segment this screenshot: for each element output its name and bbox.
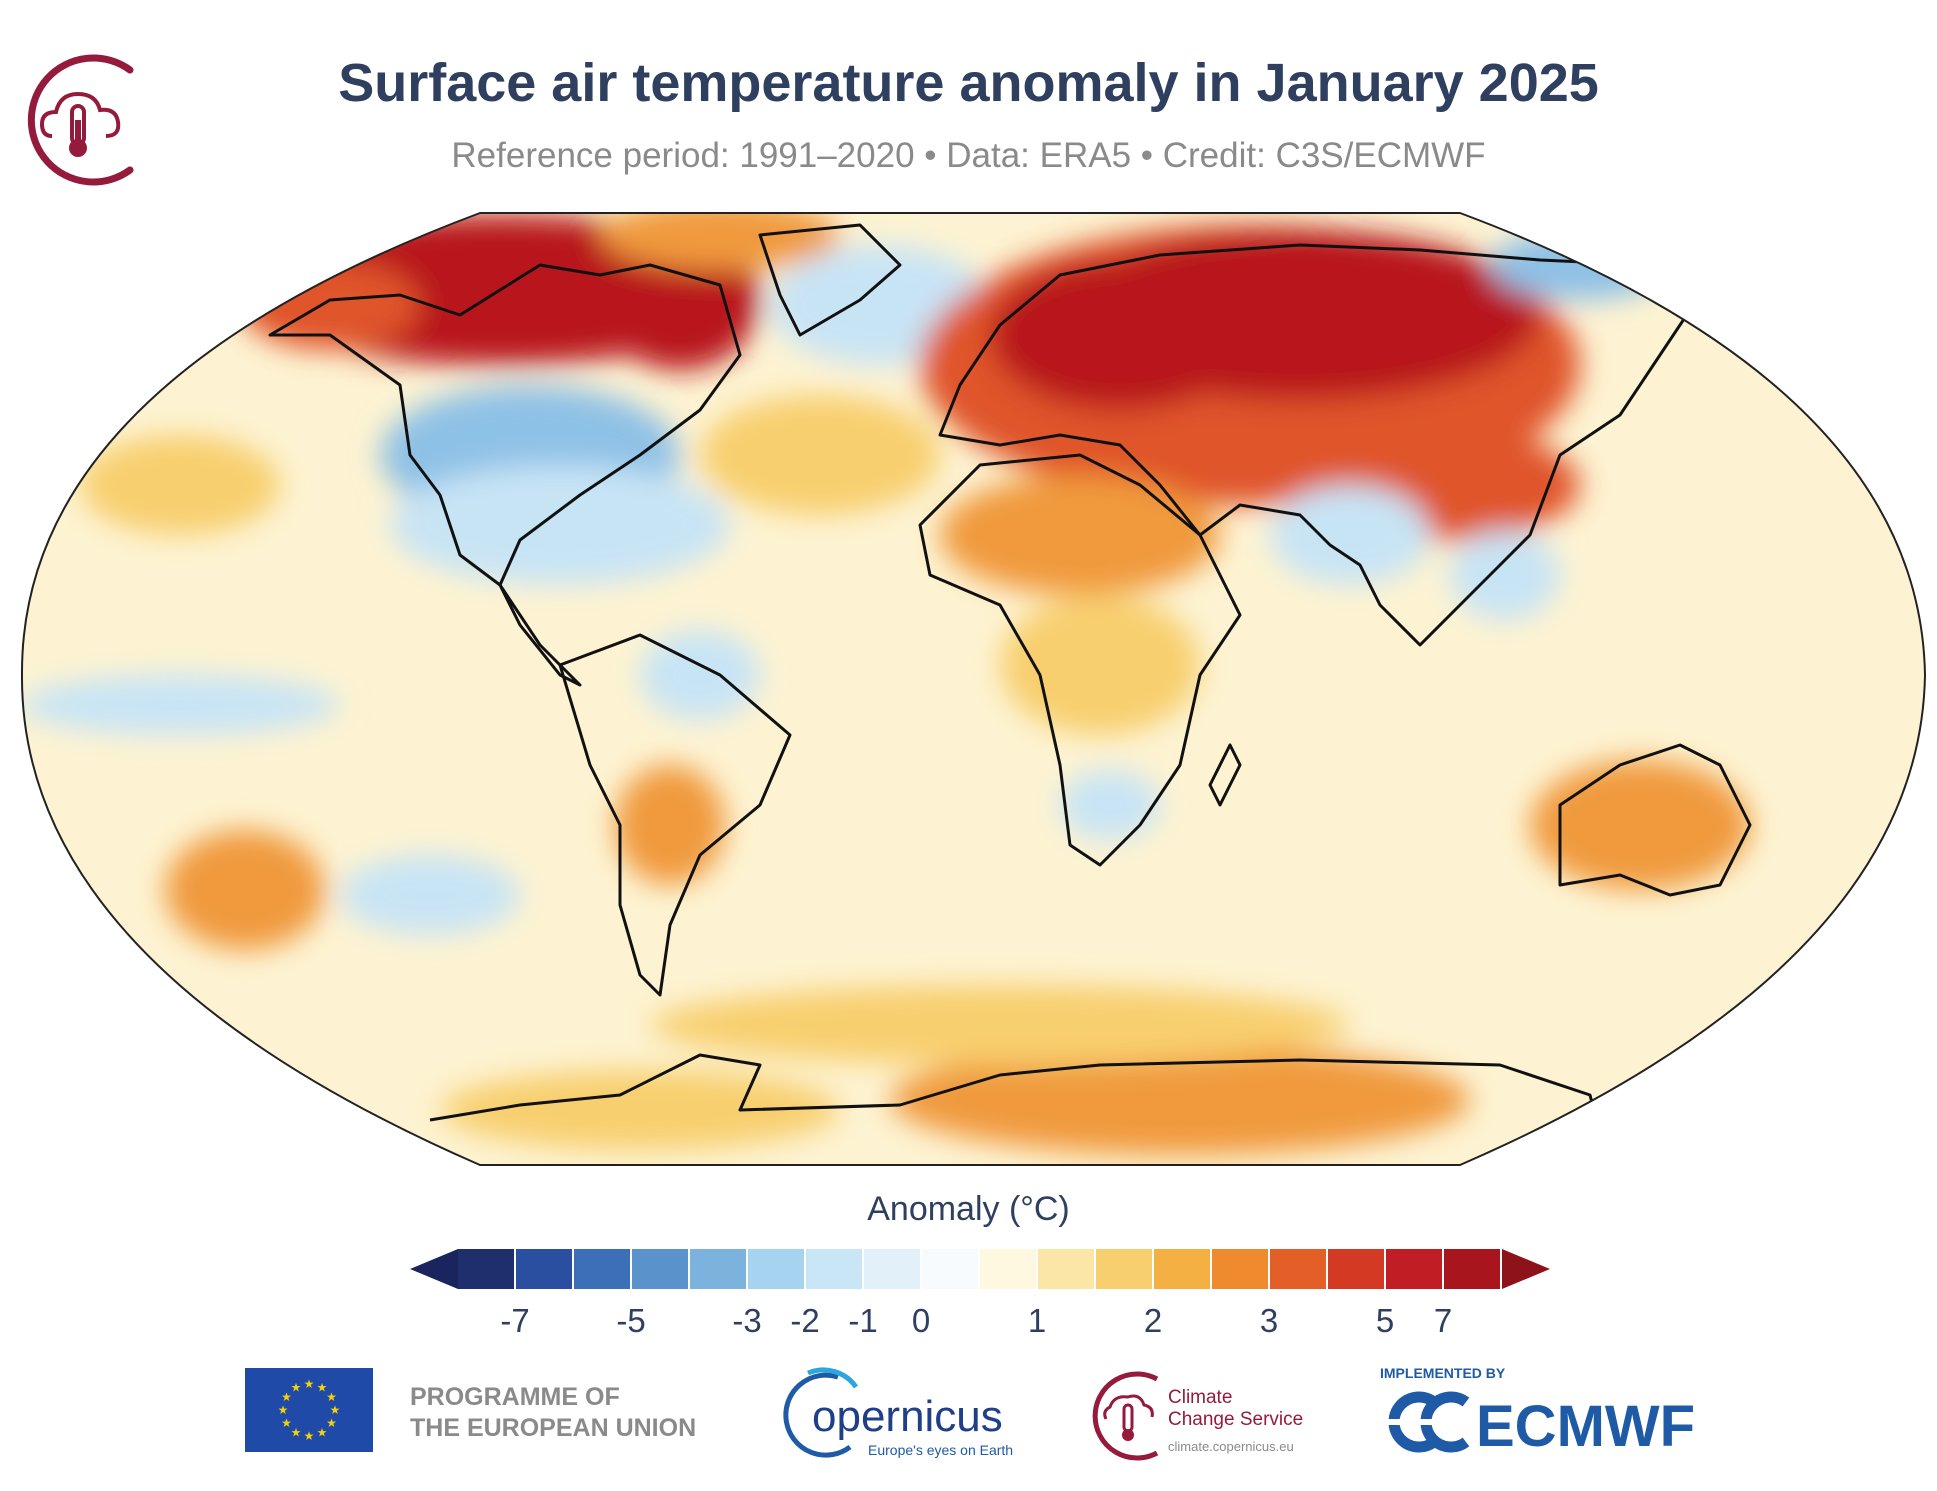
copernicus-tagline: Europe's eyes on Earth [868, 1442, 1013, 1458]
eu-flag-logo: ★★★★★★★★★ ★ ★★ [245, 1368, 373, 1452]
anomaly-mid-atlantic-warm [700, 395, 940, 515]
colorbar-cell [1096, 1249, 1152, 1289]
colorbar-cell [922, 1249, 978, 1289]
anomaly-sahara-warm [940, 475, 1220, 595]
tick-label: 3 [1259, 1302, 1279, 1339]
coast-central-america [498, 583, 582, 687]
anomaly-east-siberia-cold [1490, 230, 1670, 300]
c3s-logo: Climate Change Service climate.copernicu… [1092, 1371, 1303, 1461]
tick-label: 7 [1433, 1302, 1453, 1339]
eu-star-icon: ★ [278, 1403, 289, 1417]
copernicus-wordmark: opernicus [812, 1392, 1003, 1441]
anomaly-equatorial-pacific-cool [21, 675, 340, 735]
c3s-url: climate.copernicus.eu [1168, 1439, 1294, 1454]
coast-australia [1558, 743, 1752, 897]
tick-label: -5 [616, 1302, 646, 1339]
legend-title: Anomaly (°C) [867, 1190, 1070, 1228]
c3s-thermometer-logo [27, 54, 134, 186]
map-subtitle: Reference period: 1991–2020 • Data: ERA5… [451, 136, 1486, 175]
coast-antarctica [429, 1053, 1602, 1136]
anomaly-argentina-warm [615, 765, 725, 885]
anomaly-russia-very-hot [990, 260, 1250, 410]
anomaly-pacific-cool [340, 855, 520, 935]
colorbar-high-arrow [1502, 1249, 1550, 1289]
eu-star-icon: ★ [317, 1380, 328, 1394]
colorbar-tick-labels: -7 -5 -3 -2 -1 0 1 2 3 5 7 [0, 1302, 1937, 1342]
eu-star-icon: ★ [326, 1416, 337, 1430]
eu-text-line-1: PROGRAMME OF [410, 1383, 620, 1411]
ecmwf-logo: IMPLEMENTED BY ECMWF [1380, 1365, 1695, 1459]
colorbar-cell [458, 1249, 514, 1289]
eu-star-icon: ★ [317, 1426, 328, 1440]
tick-label: -1 [848, 1302, 878, 1339]
eu-star-icon: ★ [330, 1403, 341, 1417]
coast-south-america [558, 633, 792, 997]
coast-north-america [268, 263, 742, 587]
eu-star-icon: ★ [304, 1429, 315, 1443]
c3s-line-1: Climate [1168, 1387, 1232, 1408]
eu-star-icon: ★ [281, 1390, 292, 1404]
map-title: Surface air temperature anomaly in Janua… [338, 53, 1599, 113]
tick-label: 0 [911, 1302, 931, 1339]
colorbar-cell [1444, 1249, 1500, 1289]
colorbar-cell [748, 1249, 804, 1289]
tick-label: 5 [1375, 1302, 1395, 1339]
coast-africa [918, 453, 1242, 867]
colorbar-cell [806, 1249, 862, 1289]
colorbar-cell [864, 1249, 920, 1289]
eu-text-line-2: THE EUROPEAN UNION [410, 1414, 697, 1442]
ecmwf-wordmark: ECMWF [1476, 1394, 1695, 1459]
anomaly-se-asia-cold [1450, 530, 1560, 620]
tick-label: -7 [500, 1302, 530, 1339]
colorbar-cell [1270, 1249, 1326, 1289]
colorbar-cell [516, 1249, 572, 1289]
anomaly-south-africa-cool [1060, 770, 1160, 840]
coast-madagascar [1208, 743, 1242, 807]
tick-label: 2 [1143, 1302, 1163, 1339]
anomaly-brazil-cool [640, 630, 760, 720]
anomaly-greenland-warm [600, 213, 840, 270]
tick-label: -2 [790, 1302, 820, 1339]
eu-star-icon: ★ [291, 1426, 302, 1440]
ecmwf-mark-icon [1384, 1391, 1470, 1453]
temperature-anomaly-map [20, 212, 1927, 1166]
colorbar-cell [690, 1249, 746, 1289]
anomaly-us-cool [390, 465, 730, 585]
anomaly-australia-warm [1530, 760, 1750, 890]
anomaly-india-cool [1270, 485, 1430, 585]
anomaly-central-africa-warm [1000, 595, 1200, 735]
colorbar-cell [1154, 1249, 1210, 1289]
eu-star-icon: ★ [281, 1416, 292, 1430]
colorbar-cell [574, 1249, 630, 1289]
colorbar-cell [1212, 1249, 1268, 1289]
colorbar-low-arrow [410, 1249, 458, 1289]
c3s-line-2: Change Service [1168, 1409, 1303, 1430]
ecmwf-implemented-by: IMPLEMENTED BY [1380, 1365, 1506, 1381]
anomaly-antarctica-west-warm [440, 1070, 840, 1150]
colorbar-cell [1386, 1249, 1442, 1289]
coast-greenland [758, 223, 902, 337]
anomaly-south-pacific-warm [165, 830, 325, 950]
map-border [20, 212, 1927, 1166]
colorbar-cell [980, 1249, 1036, 1289]
eu-programme-text: PROGRAMME OF THE EUROPEAN UNION [410, 1382, 696, 1444]
tick-label: -3 [732, 1302, 762, 1339]
tick-label: 1 [1027, 1302, 1047, 1339]
eu-star-icon: ★ [291, 1380, 302, 1394]
coast-europe-asia [938, 243, 1702, 647]
anomaly-southern-ocean-warm [650, 985, 1350, 1065]
eu-star-icon: ★ [326, 1390, 337, 1404]
colorbar-cell [1328, 1249, 1384, 1289]
colorbar [410, 1249, 1550, 1289]
colorbar-cell [1038, 1249, 1094, 1289]
eu-star-icon: ★ [304, 1377, 315, 1391]
colorbar-cell [632, 1249, 688, 1289]
anomaly-n-pacific-warm [80, 435, 280, 535]
copernicus-logo: opernicus Europe's eyes on Earth [783, 1367, 1013, 1458]
